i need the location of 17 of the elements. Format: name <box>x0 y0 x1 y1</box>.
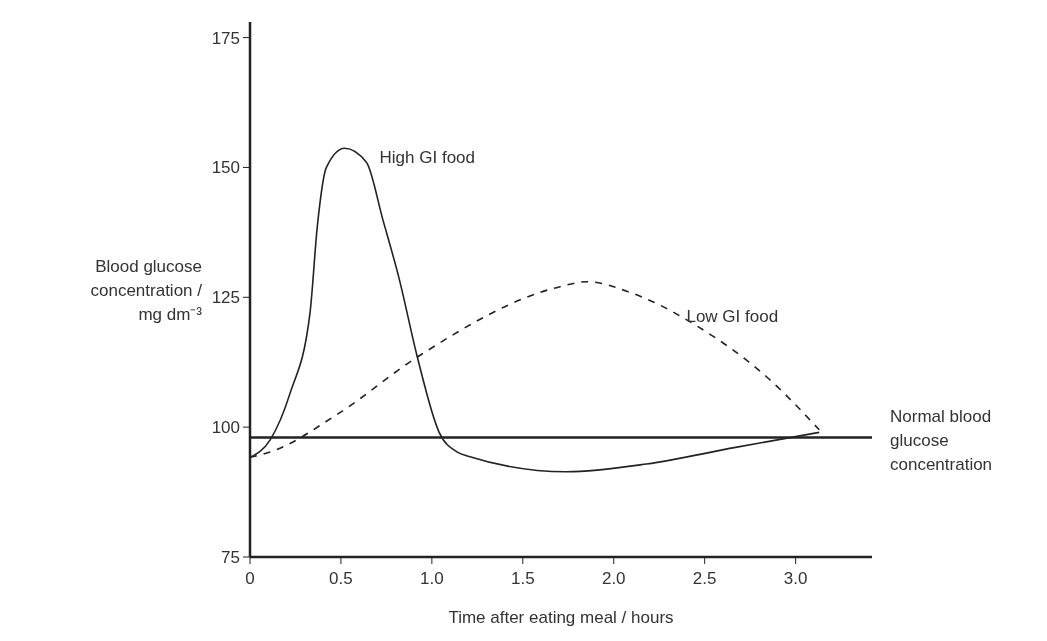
y-tick-label: 150 <box>211 158 240 178</box>
x-tick-label: 2.0 <box>601 569 626 588</box>
x-tick-label: 0.5 <box>329 569 353 588</box>
x-axis-title: Time after eating meal / hours <box>448 608 674 627</box>
y-tick-label: 100 <box>211 418 240 438</box>
series-label: High GI food <box>379 148 476 168</box>
series-label: Low GI food <box>686 306 779 326</box>
x-tick-label: 2.5 <box>692 569 717 588</box>
ref-line-label: Normal blood glucose concentration <box>890 406 993 474</box>
x-tick-label: 0 <box>245 569 255 588</box>
y-axis-title: Blood glucose concentration / mg dm⁻³ <box>90 257 203 325</box>
x-tick-label: 3.0 <box>783 569 808 588</box>
x-tick-label: 1.0 <box>420 569 444 588</box>
y-tick-label: 175 <box>211 28 240 48</box>
y-tick-label: 75 <box>221 547 240 567</box>
x-tick-label: 1.5 <box>510 569 535 588</box>
y-tick-label: 125 <box>211 288 240 308</box>
